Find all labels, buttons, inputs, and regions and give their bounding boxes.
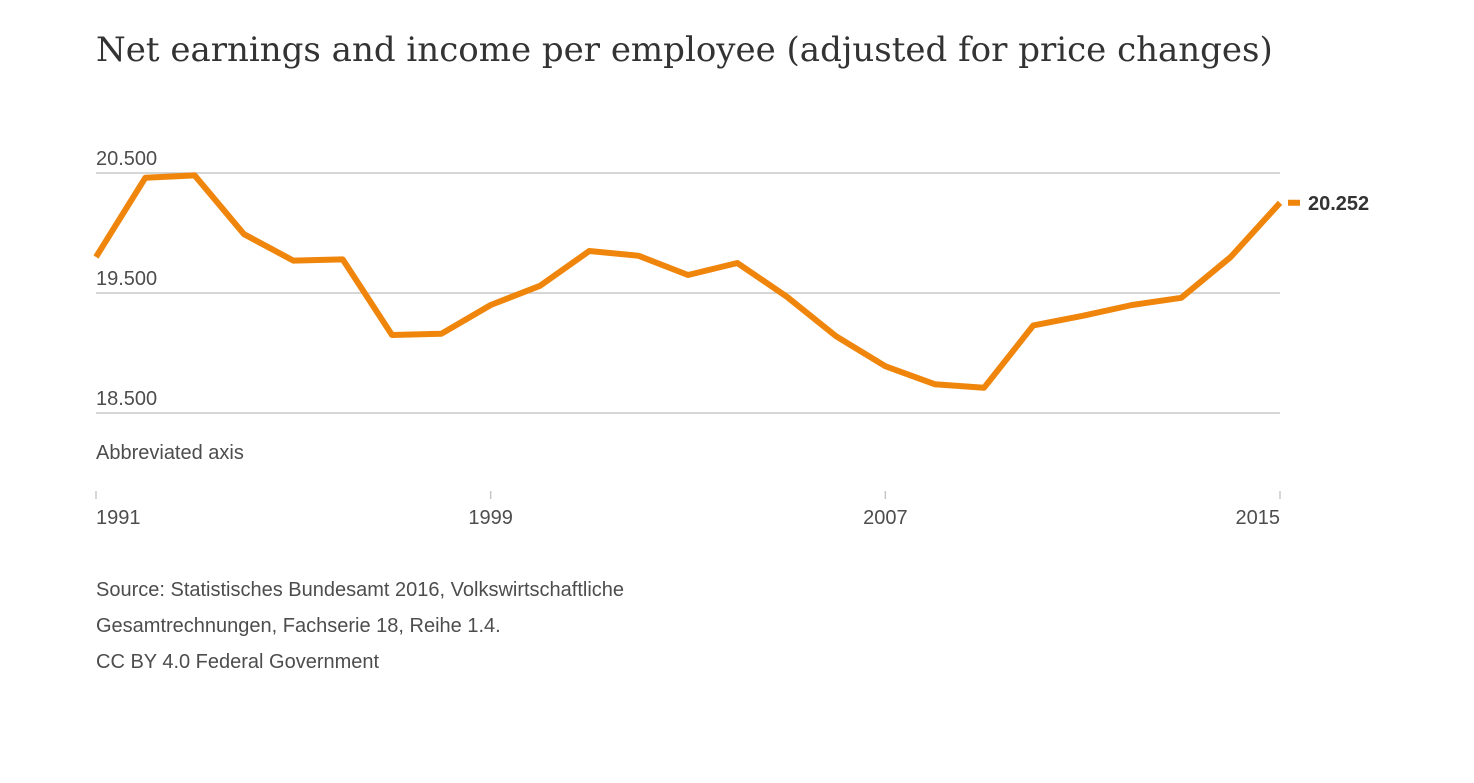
source-line: Gesamtrechnungen, Fachserie 18, Reihe 1.… — [96, 615, 501, 637]
series-line — [93, 172, 1283, 391]
x-tick-label: 2007 — [863, 507, 908, 529]
source-line: Source: Statistisches Bundesamt 2016, Vo… — [96, 579, 625, 601]
series — [93, 172, 1283, 391]
chart-title: Net earnings and income per employee (ad… — [96, 30, 1273, 70]
x-tick-label: 1999 — [468, 507, 513, 529]
source-note: Source: Statistisches Bundesamt 2016, Vo… — [96, 572, 624, 680]
y-tick-label: 20.500 — [96, 148, 157, 170]
y-tick-label: 19.500 — [96, 268, 157, 290]
gridlines — [96, 172, 1280, 414]
license-line: CC BY 4.0 Federal Government — [96, 651, 380, 673]
y-tick-labels: 18.500 19.500 20.500 — [96, 148, 157, 410]
y-tick-label: 18.500 — [96, 388, 157, 410]
x-tick-label: 2015 — [1236, 507, 1281, 529]
end-value-label: 20.252 — [1308, 193, 1369, 215]
end-value: 20.252 — [1288, 193, 1369, 215]
line-chart: 18.500 19.500 20.500 Abbreviated axis 1991… — [93, 148, 1369, 529]
x-axis: 1991 1999 2007 2015 — [95, 491, 1281, 529]
axis-note: Abbreviated axis — [96, 442, 244, 464]
x-tick-label: 1991 — [96, 507, 141, 529]
